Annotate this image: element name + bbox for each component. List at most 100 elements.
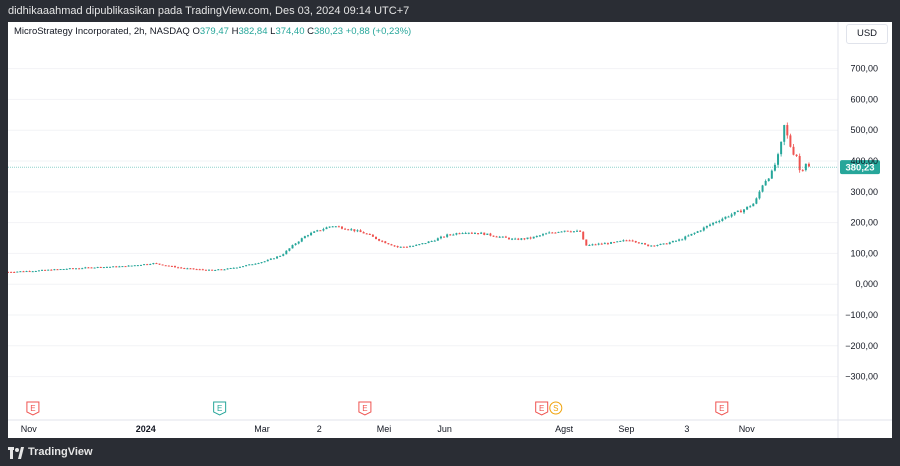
candle-body: [65, 268, 68, 270]
candle-body: [155, 263, 158, 265]
candle-body: [415, 244, 418, 246]
candle-body: [44, 269, 47, 271]
candle-body: [572, 231, 575, 233]
last-price-line: 380,23: [8, 160, 880, 175]
event-marker-dividend[interactable]: S: [549, 401, 563, 415]
candle-body: [167, 265, 170, 267]
candle-body: [334, 226, 337, 228]
candle-body: [152, 263, 155, 265]
chart-frame[interactable]: MicroStrategy Incorporated, 2h, NASDAQ O…: [8, 22, 892, 438]
candle-body: [223, 269, 226, 271]
x-tick-label: Nov: [21, 424, 38, 434]
candle-body: [665, 243, 668, 245]
candle-body: [449, 234, 452, 236]
candle-body: [804, 163, 807, 171]
tradingview-brand: TradingView: [28, 446, 93, 458]
candle-body: [551, 232, 554, 234]
candle-body: [674, 240, 677, 242]
candle-body: [671, 240, 674, 243]
candle-body: [390, 244, 393, 246]
candle-body: [554, 232, 557, 234]
currency-button[interactable]: USD: [846, 24, 888, 44]
candle-body: [699, 230, 702, 232]
candle-body: [34, 271, 37, 273]
candle-body: [588, 244, 591, 246]
candle-body: [795, 154, 798, 157]
candle-body: [606, 243, 609, 245]
price-chart[interactable]: 380,23 700,00 600,00 500,00 400,00 300,00 200…: [8, 22, 892, 438]
candle-body: [681, 239, 684, 241]
event-label: E: [539, 404, 544, 413]
candle-body: [260, 262, 263, 264]
candle-body: [381, 240, 384, 242]
candle-body: [303, 236, 306, 239]
candle-body: [204, 269, 207, 271]
candle-body: [319, 230, 322, 232]
candle-body: [721, 218, 724, 221]
candle-body: [149, 264, 152, 266]
candle-body: [446, 234, 449, 237]
candle-body: [384, 241, 387, 244]
candle-body: [186, 268, 189, 270]
candle-body: [535, 235, 538, 237]
event-marker-earnings[interactable]: E: [715, 401, 729, 416]
event-marker-earnings[interactable]: E: [358, 401, 372, 416]
x-tick-label: 3: [684, 424, 689, 434]
candle-body: [263, 261, 266, 263]
candle-body: [254, 263, 257, 265]
candle-body: [322, 229, 325, 231]
candle-body: [306, 235, 309, 237]
grid: [8, 68, 838, 378]
candle-body: [183, 268, 186, 270]
candle-body: [22, 271, 25, 273]
candle-body: [560, 231, 563, 233]
y-tick-label: −200,00: [845, 341, 878, 351]
candle-body: [749, 206, 752, 208]
y-tick-label: 400,00: [850, 156, 878, 166]
candle-body: [548, 232, 551, 234]
event-badge: [213, 401, 227, 416]
event-label: E: [362, 404, 367, 413]
candle-body: [13, 271, 16, 273]
candle-body: [164, 265, 167, 267]
candle-body: [582, 231, 585, 240]
symbol-name: MicroStrategy Incorporated, 2h, NASDAQ: [14, 26, 190, 37]
event-badge: [358, 401, 372, 416]
candle-body: [211, 269, 214, 271]
candle-body: [640, 243, 643, 245]
x-tick-label: Nov: [739, 424, 756, 434]
candle-body: [625, 240, 628, 242]
candle-body: [371, 234, 374, 237]
event-marker-earnings[interactable]: E: [26, 401, 40, 416]
candle-body: [693, 232, 696, 234]
candle-body: [526, 237, 529, 240]
candle-body: [498, 236, 501, 238]
event-badge: [549, 401, 563, 415]
open-label: O: [192, 26, 200, 37]
candle-body: [538, 235, 541, 237]
candle-body: [504, 236, 507, 238]
y-tick-label: 200,00: [850, 218, 878, 228]
candle-body: [399, 246, 402, 248]
event-marker-earnings-future[interactable]: E: [213, 401, 227, 416]
event-marker-earnings[interactable]: E: [535, 401, 549, 416]
candle-body: [489, 233, 492, 236]
candle-body: [387, 243, 390, 245]
candle-body: [569, 231, 572, 233]
candle-body: [96, 266, 99, 268]
event-badge: [715, 401, 729, 416]
event-label: E: [217, 404, 222, 413]
candle-body: [347, 229, 350, 231]
candle-body: [733, 211, 736, 215]
candle-body: [402, 246, 405, 248]
candle-body: [576, 230, 579, 232]
x-tick-label: Mar: [254, 424, 270, 434]
candle-body: [492, 235, 495, 237]
candle-body: [68, 268, 71, 270]
candle-body: [143, 264, 146, 266]
candle-body: [208, 269, 211, 271]
candle-body: [687, 235, 690, 237]
x-tick-label: 2: [317, 424, 322, 434]
candle-body: [356, 230, 359, 232]
candle-body: [433, 240, 436, 242]
